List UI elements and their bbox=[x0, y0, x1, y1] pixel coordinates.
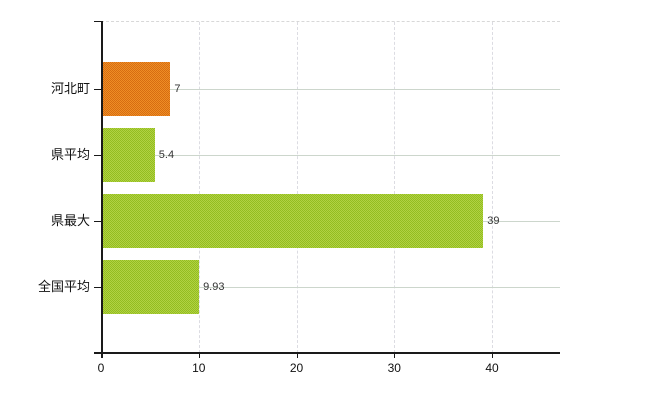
x-tick bbox=[492, 353, 493, 358]
category-label: 県平均 bbox=[50, 147, 90, 162]
h-gridline bbox=[102, 287, 560, 288]
x-axis-line bbox=[94, 352, 560, 354]
y-tick bbox=[94, 287, 101, 288]
category-label: 県最大 bbox=[50, 213, 90, 228]
x-tick bbox=[198, 353, 200, 358]
bar[interactable] bbox=[103, 128, 155, 182]
v-gridline bbox=[198, 22, 200, 353]
x-tick bbox=[394, 353, 396, 358]
v-gridline bbox=[296, 22, 298, 353]
bar[interactable] bbox=[103, 194, 483, 248]
plot-top-border bbox=[101, 21, 560, 22]
category-label: 河北町 bbox=[50, 81, 90, 96]
y-axis-top-tick bbox=[94, 21, 101, 22]
v-gridline bbox=[492, 22, 493, 353]
h-gridline bbox=[102, 155, 560, 156]
category-label: 全国平均 bbox=[37, 279, 90, 294]
bar-value-label: 39 bbox=[487, 215, 500, 227]
x-tick-label: 30 bbox=[387, 361, 401, 375]
bar-value-label: 7 bbox=[174, 83, 181, 95]
x-tick-label: 10 bbox=[192, 361, 206, 375]
h-gridline bbox=[102, 89, 560, 90]
y-tick bbox=[94, 221, 101, 222]
v-gridline bbox=[394, 22, 396, 353]
bar-value-label: 9.93 bbox=[203, 281, 225, 293]
x-tick-label: 0 bbox=[97, 361, 105, 375]
y-tick bbox=[94, 155, 101, 156]
y-tick bbox=[94, 89, 101, 90]
bar-value-label: 5.4 bbox=[158, 149, 175, 161]
bar[interactable] bbox=[103, 260, 199, 314]
x-tick-label: 40 bbox=[485, 361, 499, 375]
x-tick bbox=[296, 353, 298, 358]
x-tick-label: 20 bbox=[289, 361, 304, 375]
y-axis-line bbox=[101, 21, 103, 358]
bar[interactable] bbox=[103, 62, 170, 116]
